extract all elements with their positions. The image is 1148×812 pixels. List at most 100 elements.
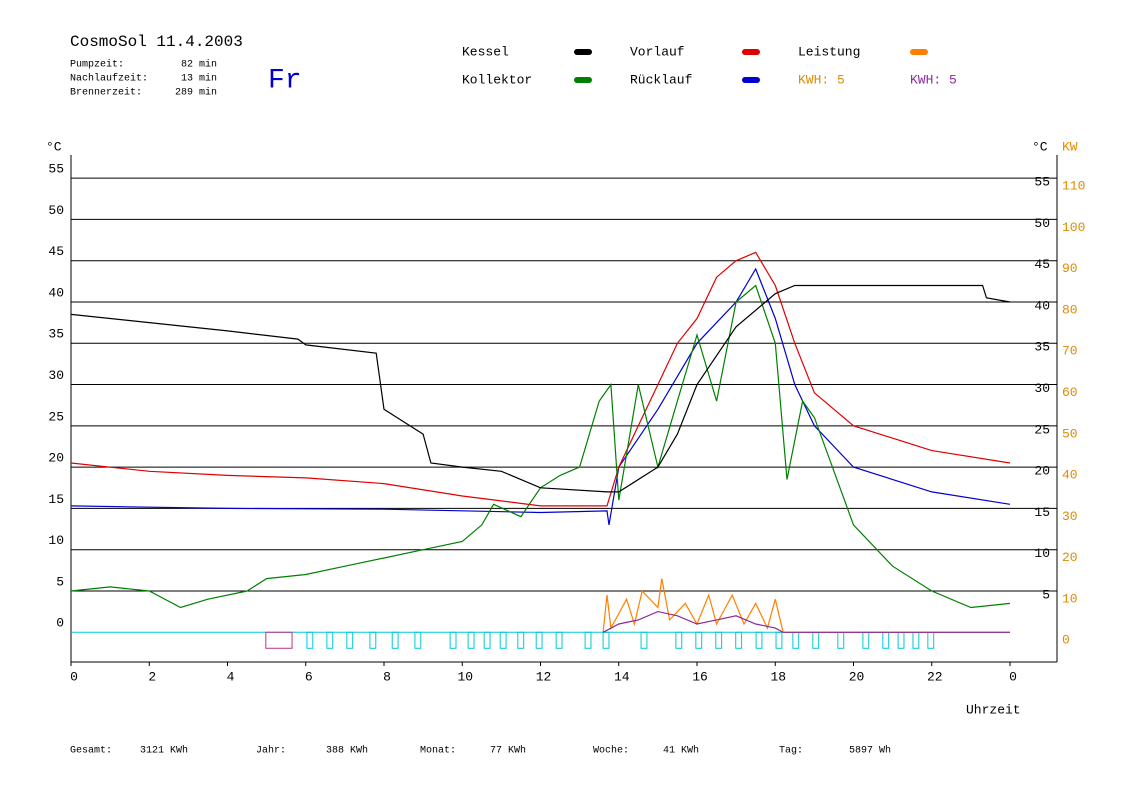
pump-pulse xyxy=(467,631,475,649)
y-tick-label: 50 xyxy=(48,203,64,218)
pump-pulse xyxy=(449,631,457,649)
total-value: 388 KWh xyxy=(326,745,368,757)
y2-tick-label: 50 xyxy=(1062,426,1078,441)
total-value: 5897 Wh xyxy=(849,745,891,757)
y-axis-label-right: °C xyxy=(1032,139,1048,154)
x-tick-label: 20 xyxy=(849,669,865,684)
stat-value: 13 min xyxy=(181,73,217,85)
pump-pulse xyxy=(346,631,354,649)
pump-pulse xyxy=(369,631,377,649)
x-tick-label: 22 xyxy=(927,669,943,684)
y2-tick-label: 10 xyxy=(1062,591,1078,606)
total-label: Woche: xyxy=(593,745,629,757)
pump-pulse xyxy=(675,631,683,649)
legend-label: Kollektor xyxy=(462,72,532,87)
y2-tick-label: 60 xyxy=(1062,385,1078,400)
y2-tick-label: 90 xyxy=(1062,261,1078,276)
x-axis-label: Uhrzeit xyxy=(966,702,1021,717)
kwh-label: KWH: 5 xyxy=(910,72,957,87)
y-tick-label: 0 xyxy=(56,616,64,631)
pump-pulse xyxy=(640,631,648,649)
y2-tick-label: 80 xyxy=(1062,302,1078,317)
pump-pulse xyxy=(695,631,703,649)
series-line xyxy=(70,284,1011,609)
pump-pulse xyxy=(584,631,592,649)
y-tick-label: 30 xyxy=(48,368,64,383)
y-tick-label-right: 45 xyxy=(1034,257,1050,272)
y2-tick-label: 110 xyxy=(1062,179,1085,194)
pump-pulse xyxy=(414,631,422,649)
y-tick-label: 15 xyxy=(48,492,64,507)
x-tick-label: 6 xyxy=(305,669,313,684)
y-tick-label-right: 30 xyxy=(1034,381,1050,396)
y-axis-label: °C xyxy=(46,139,62,154)
y-tick-label-right: 10 xyxy=(1034,546,1050,561)
y-tick-label-right: 40 xyxy=(1034,298,1050,313)
series-line xyxy=(602,578,1010,633)
stat-label: Brennerzeit: xyxy=(70,87,142,99)
y-tick-label: 5 xyxy=(56,574,64,589)
x-tick-label: 18 xyxy=(770,669,786,684)
series-line xyxy=(70,251,1011,507)
pump-pulse xyxy=(391,631,399,649)
y-tick-label: 25 xyxy=(48,409,64,424)
y2-tick-label: 20 xyxy=(1062,550,1078,565)
pump-pulse xyxy=(555,631,563,649)
series-line xyxy=(70,284,1011,493)
kwh-label: KWH: 5 xyxy=(798,72,845,87)
y-tick-label-right: 20 xyxy=(1034,464,1050,479)
x-tick-label: 8 xyxy=(383,669,391,684)
stat-value: 289 min xyxy=(175,87,217,99)
y-tick-label-right: 55 xyxy=(1034,175,1050,190)
burner-pulse xyxy=(265,631,293,649)
y-tick-label-right: 5 xyxy=(1042,587,1050,602)
total-label: Gesamt: xyxy=(70,746,112,757)
weekday: Fr xyxy=(268,65,302,96)
pump-pulse xyxy=(755,631,763,649)
stat-value: 82 min xyxy=(181,59,217,71)
y-tick-label-right: 50 xyxy=(1034,216,1050,231)
total-value: 3121 KWh xyxy=(140,745,188,757)
y-tick-label: 45 xyxy=(48,244,64,259)
y2-axis-label: KW xyxy=(1062,139,1078,154)
x-tick-label: 10 xyxy=(457,669,473,684)
y-tick-label-right: 25 xyxy=(1034,422,1050,437)
chart-title: CosmoSol 11.4.2003 xyxy=(70,33,243,51)
y-tick-label-right: 35 xyxy=(1034,340,1050,355)
x-tick-label: 0 xyxy=(1009,669,1017,684)
legend-label: Kessel xyxy=(462,44,509,59)
pump-pulse xyxy=(715,631,723,649)
y2-tick-label: 70 xyxy=(1062,344,1078,359)
legend-label: Leistung xyxy=(798,44,860,59)
y-tick-label-right: 15 xyxy=(1034,505,1050,520)
pump-pulse xyxy=(306,631,314,649)
y-tick-label: 20 xyxy=(48,451,64,466)
total-label: Tag: xyxy=(779,746,803,757)
pump-pulse xyxy=(326,631,334,649)
series-line xyxy=(602,610,1010,633)
stat-label: Nachlaufzeit: xyxy=(70,73,148,85)
total-label: Jahr: xyxy=(256,745,286,757)
pump-pulse xyxy=(602,631,610,649)
x-tick-label: 2 xyxy=(148,669,156,684)
y-tick-label: 10 xyxy=(48,533,64,548)
y2-tick-label: 100 xyxy=(1062,220,1085,235)
x-tick-label: 12 xyxy=(536,669,552,684)
total-value: 77 KWh xyxy=(490,745,526,757)
legend-label: Rücklauf xyxy=(630,72,692,87)
series-line xyxy=(70,267,1011,526)
x-tick-label: 4 xyxy=(227,669,235,684)
y2-tick-label: 0 xyxy=(1062,633,1070,648)
y2-tick-label: 30 xyxy=(1062,509,1078,524)
pump-pulse xyxy=(735,631,743,649)
total-label: Monat: xyxy=(420,746,456,757)
pump-pulse xyxy=(775,631,783,649)
y-tick-label: 55 xyxy=(48,162,64,177)
pump-pulse xyxy=(483,631,491,649)
stat-label: Pumpzeit: xyxy=(70,59,124,71)
x-tick-label: 0 xyxy=(70,669,78,684)
y-tick-label: 40 xyxy=(48,285,64,300)
pump-pulse xyxy=(517,631,525,649)
x-tick-label: 14 xyxy=(614,669,630,684)
